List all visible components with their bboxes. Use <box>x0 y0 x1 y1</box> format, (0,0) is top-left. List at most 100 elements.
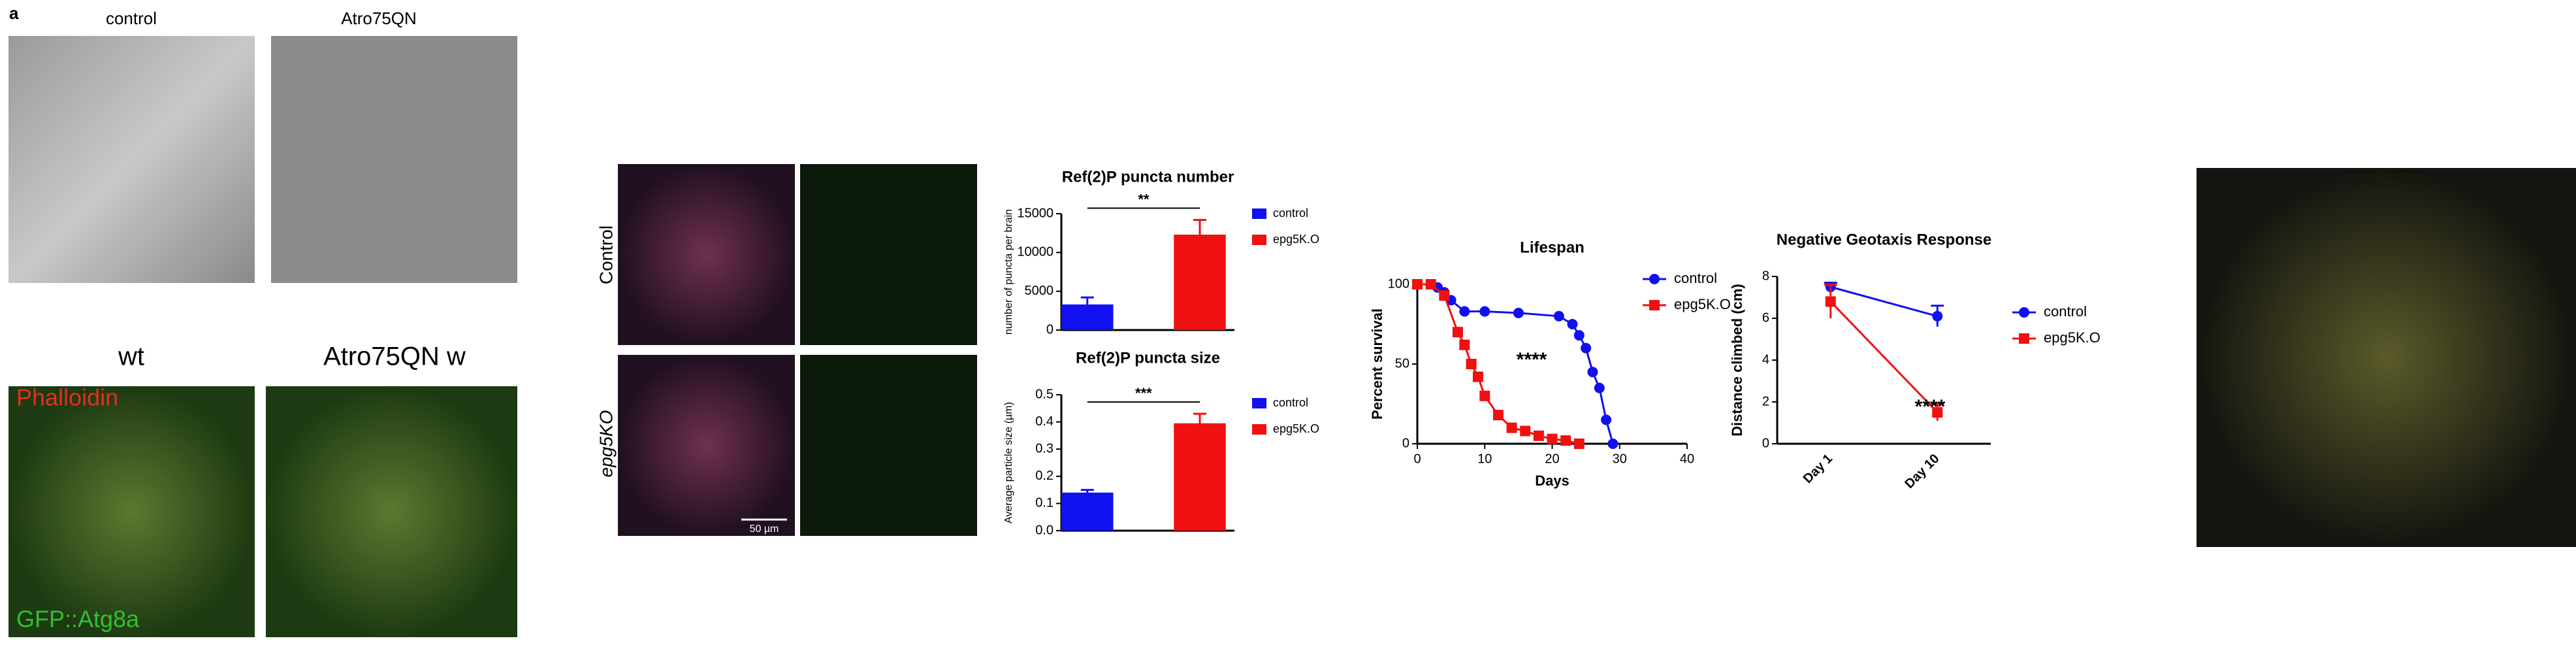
legend-label: control <box>1674 270 1717 286</box>
data-point <box>1492 410 1504 421</box>
legend-label: control <box>2044 303 2087 320</box>
y-tick-label: 0.2 <box>1035 469 1054 483</box>
brain-image <box>618 164 795 345</box>
annotation: *** <box>1135 385 1152 401</box>
legend-swatch <box>1252 235 1266 245</box>
y-tick-label: 10000 <box>1017 245 1054 259</box>
legend-marker <box>1649 300 1660 310</box>
data-point <box>1825 296 1836 307</box>
row-label: Control <box>596 225 616 284</box>
annotation: **** <box>1517 349 1547 371</box>
panel-label: a <box>9 3 19 23</box>
y-axis-label: Distance climbed (cm) <box>1729 284 1745 437</box>
bar <box>1174 235 1226 330</box>
data-point <box>1573 439 1585 449</box>
x-tick-label: Day 10 <box>1902 452 1942 491</box>
data-point <box>1601 414 1612 425</box>
data-point <box>1425 279 1436 290</box>
legend-marker <box>2019 333 2029 344</box>
legend-swatch <box>1252 424 1266 435</box>
bar <box>1174 423 1226 531</box>
fluorescence-image <box>266 386 517 637</box>
annotation: ** <box>1138 191 1150 207</box>
y-tick-label: 15000 <box>1017 206 1054 220</box>
y-tick-label: 0.0 <box>1035 523 1054 537</box>
x-tick-label: 0 <box>1413 452 1421 466</box>
legend-swatch <box>1252 208 1266 219</box>
data-point <box>1459 306 1470 317</box>
y-axis-label: number of puncta per brain <box>1003 209 1014 335</box>
data-point <box>1607 439 1618 449</box>
data-point <box>1459 339 1470 350</box>
y-tick-label: 4 <box>1762 352 1769 367</box>
y-tick-label: 0 <box>1402 436 1409 450</box>
image-label: wt <box>118 342 144 371</box>
chart-title: Ref(2)P puncta size <box>1076 349 1220 367</box>
data-point <box>1520 425 1531 437</box>
y-axis-label: Percent survival <box>1369 308 1385 420</box>
y-tick-label: 0.1 <box>1035 496 1054 510</box>
x-axis-label: Days <box>1535 473 1570 489</box>
data-point <box>1594 382 1605 393</box>
data-point <box>1932 407 1943 418</box>
y-tick-label: 6 <box>1762 310 1769 325</box>
scale-label: 50 µm <box>750 523 779 535</box>
legend-label: control <box>1273 396 1308 409</box>
y-axis-label: Average particle size (µm) <box>1003 402 1014 523</box>
legend-label: control <box>1273 207 1308 220</box>
y-tick-label: 0.5 <box>1035 387 1054 401</box>
y-tick-label: 0.3 <box>1035 441 1054 456</box>
data-point <box>1452 327 1463 338</box>
legend-label: epg5K.O <box>1273 233 1319 246</box>
em-image <box>271 36 517 283</box>
image-label: Atro75QN <box>341 8 417 28</box>
bar <box>1061 492 1114 531</box>
annotation: **** <box>1915 396 1946 418</box>
data-point <box>1472 371 1483 382</box>
x-tick-label: 10 <box>1477 452 1492 466</box>
legend-marker <box>2019 307 2029 318</box>
chart-title: Ref(2)P puncta number <box>1062 168 1234 186</box>
series-line <box>1830 286 1938 318</box>
data-point <box>1560 435 1571 446</box>
data-point <box>1547 433 1558 444</box>
stain-label: GFP::Atg8a <box>16 606 140 633</box>
data-point <box>1513 307 1524 318</box>
brain-image <box>800 164 977 345</box>
y-tick-label: 0 <box>1046 322 1054 337</box>
brain-image <box>800 355 977 536</box>
x-tick-label: 40 <box>1680 452 1694 466</box>
data-point <box>1553 310 1564 322</box>
y-tick-label: 5000 <box>1025 284 1054 298</box>
x-tick-label: 20 <box>1545 452 1559 466</box>
image-label: Atro75QN w <box>323 342 466 371</box>
y-tick-label: 50 <box>1395 356 1409 371</box>
micrograph <box>2197 168 2576 547</box>
series-line <box>1417 283 1614 444</box>
legend-marker <box>1649 274 1660 284</box>
y-tick-label: 0 <box>1762 436 1769 450</box>
y-tick-label: 8 <box>1762 269 1769 283</box>
y-tick-label: 100 <box>1388 276 1409 291</box>
data-point <box>1573 330 1585 341</box>
legend-label: epg5K.O <box>1674 296 1731 312</box>
y-tick-label: 2 <box>1762 394 1769 408</box>
data-point <box>1466 359 1477 369</box>
data-point <box>1533 430 1544 441</box>
row-label: epg5KO <box>596 410 616 478</box>
x-tick-label: Day 1 <box>1801 452 1835 486</box>
fluorescence-image <box>8 386 255 637</box>
stain-label: Phalloidin <box>16 384 118 411</box>
data-point <box>1567 319 1578 329</box>
image-label: control <box>106 8 157 28</box>
data-point <box>1932 310 1943 322</box>
chart-title: Lifespan <box>1520 239 1585 256</box>
series-line <box>1829 301 1939 414</box>
data-point <box>1479 390 1490 401</box>
em-image <box>8 36 255 283</box>
x-tick-label: 30 <box>1613 452 1627 466</box>
data-point <box>1506 422 1517 433</box>
data-point <box>1439 290 1450 301</box>
